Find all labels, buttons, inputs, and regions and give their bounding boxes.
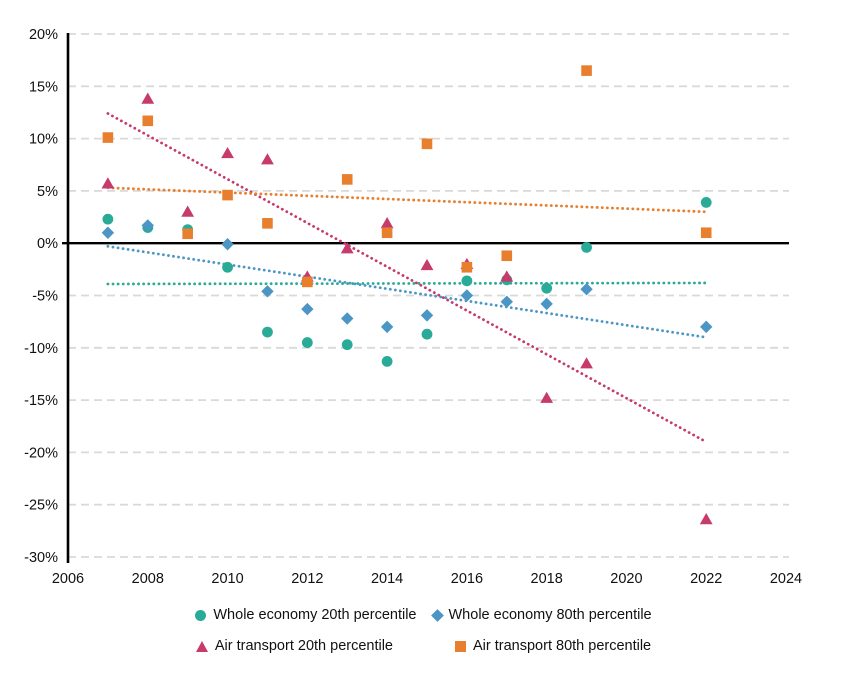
chart-container: 20% 15% 10% 5% 0% -5% -10% -15% -20% -25% -30% 2006…	[0, 27, 847, 654]
data-point-circle	[301, 337, 313, 348]
data-point-square	[581, 65, 592, 76]
data-point-square	[102, 132, 114, 143]
scatter-chart: 20% 15% 10% 5% 0% -5% -10% -15% -20% -25% -30% 2006…	[24, 27, 802, 587]
triangle-marker-icon	[195, 640, 208, 652]
y-axis-tick-label: 15%	[29, 79, 58, 95]
data-point-diamond	[101, 226, 115, 239]
data-point-circle	[541, 282, 553, 294]
legend-row-2: Air transport 20th percentile Air transp…	[195, 638, 651, 654]
data-point-circle	[421, 328, 433, 340]
data-point-diamond	[540, 297, 553, 311]
legend-item-air-transport-20th: Air transport 20th percentile	[195, 638, 393, 654]
x-axis-tick-label: 2008	[132, 571, 164, 587]
x-axis-tick-label: 2012	[291, 571, 323, 587]
y-axis-tick-label: -20%	[24, 445, 58, 461]
data-point-diamond	[460, 289, 474, 302]
x-axis-tick-label: 2010	[211, 571, 243, 587]
data-point-circle	[222, 261, 233, 273]
trend-line-square	[106, 186, 708, 214]
chart-legend: Whole economy 20th percentile Whole econ…	[0, 607, 847, 654]
data-point-triangle	[181, 205, 195, 217]
x-axis-tick-label: 2006	[52, 571, 84, 587]
x-axis-tick-label: 2024	[770, 571, 802, 587]
y-axis-tick-label: -30%	[24, 550, 58, 566]
data-point-circle	[381, 355, 393, 367]
data-point-diamond	[420, 309, 434, 322]
data-point-circle	[341, 339, 353, 351]
data-point-triangle	[101, 177, 115, 189]
data-point-diamond	[141, 219, 154, 232]
legend-item-air-transport-80th: Air transport 80th percentile	[455, 638, 651, 654]
square-marker-icon	[455, 640, 466, 652]
data-point-circle	[581, 241, 592, 253]
data-point-diamond	[580, 283, 593, 296]
legend-label: Whole economy 80th percentile	[448, 607, 652, 623]
legend-label: Air transport 20th percentile	[214, 638, 393, 654]
data-point-triangle	[540, 391, 554, 403]
legend-label: Air transport 80th percentile	[473, 638, 652, 654]
data-point-triangle	[141, 92, 155, 104]
data-point-square	[700, 227, 712, 239]
data-point-square	[262, 218, 273, 229]
data-point-square	[461, 261, 473, 273]
y-axis-tick-label: 5%	[37, 184, 58, 200]
data-point-triangle	[221, 146, 234, 159]
x-axis-tick-label: 2022	[690, 571, 722, 587]
data-point-diamond	[341, 312, 354, 325]
data-point-diamond	[700, 320, 713, 334]
trend-line-triangle	[106, 112, 708, 444]
circle-marker-icon	[195, 609, 207, 621]
x-axis-tick-label: 2018	[531, 571, 563, 587]
trend-line-circle	[106, 281, 708, 286]
legend-row-1: Whole economy 20th percentile Whole econ…	[195, 607, 652, 623]
data-point-triangle	[261, 153, 274, 165]
data-point-square	[142, 115, 154, 127]
data-point-diamond	[221, 238, 234, 251]
data-point-square	[381, 227, 393, 239]
y-axis-tick-label: 10%	[29, 132, 58, 148]
data-point-triangle	[420, 258, 434, 271]
legend-item-whole-economy-80th: Whole economy 80th percentile	[430, 607, 652, 623]
x-axis-tick-label: 2016	[451, 571, 483, 587]
data-point-square	[182, 228, 193, 240]
data-point-diamond	[301, 302, 314, 316]
data-point-square	[341, 174, 353, 185]
y-axis-tick-label: -15%	[24, 393, 58, 409]
diamond-marker-icon	[430, 608, 444, 622]
data-point-circle	[700, 197, 712, 208]
data-point-diamond	[261, 285, 274, 298]
legend-label: Whole economy 20th percentile	[213, 607, 417, 623]
data-point-diamond	[500, 295, 513, 308]
data-point-square	[222, 189, 233, 201]
data-point-square	[421, 138, 433, 150]
y-axis-tick-label: 0%	[37, 236, 58, 252]
y-axis-tick-label: 20%	[29, 27, 58, 43]
y-axis-tick-label: -25%	[24, 498, 58, 514]
data-point-triangle	[380, 217, 394, 229]
data-point-circle	[461, 275, 473, 287]
data-point-square	[501, 250, 513, 262]
data-point-square	[302, 276, 313, 288]
data-point-triangle	[580, 357, 593, 369]
data-point-circle	[262, 326, 273, 338]
x-axis-tick-label: 2014	[371, 571, 403, 587]
trend-line-diamond	[106, 244, 708, 339]
data-point-diamond	[380, 320, 394, 334]
data-point-triangle	[500, 270, 514, 282]
data-point-circle	[102, 213, 114, 225]
y-axis-tick-label: -5%	[32, 289, 58, 305]
data-point-triangle	[340, 242, 354, 254]
y-axis-tick-label: -10%	[24, 341, 58, 357]
x-axis-tick-label: 2020	[610, 571, 642, 587]
legend-item-whole-economy-20th: Whole economy 20th percentile	[195, 607, 417, 623]
data-point-triangle	[699, 513, 713, 525]
